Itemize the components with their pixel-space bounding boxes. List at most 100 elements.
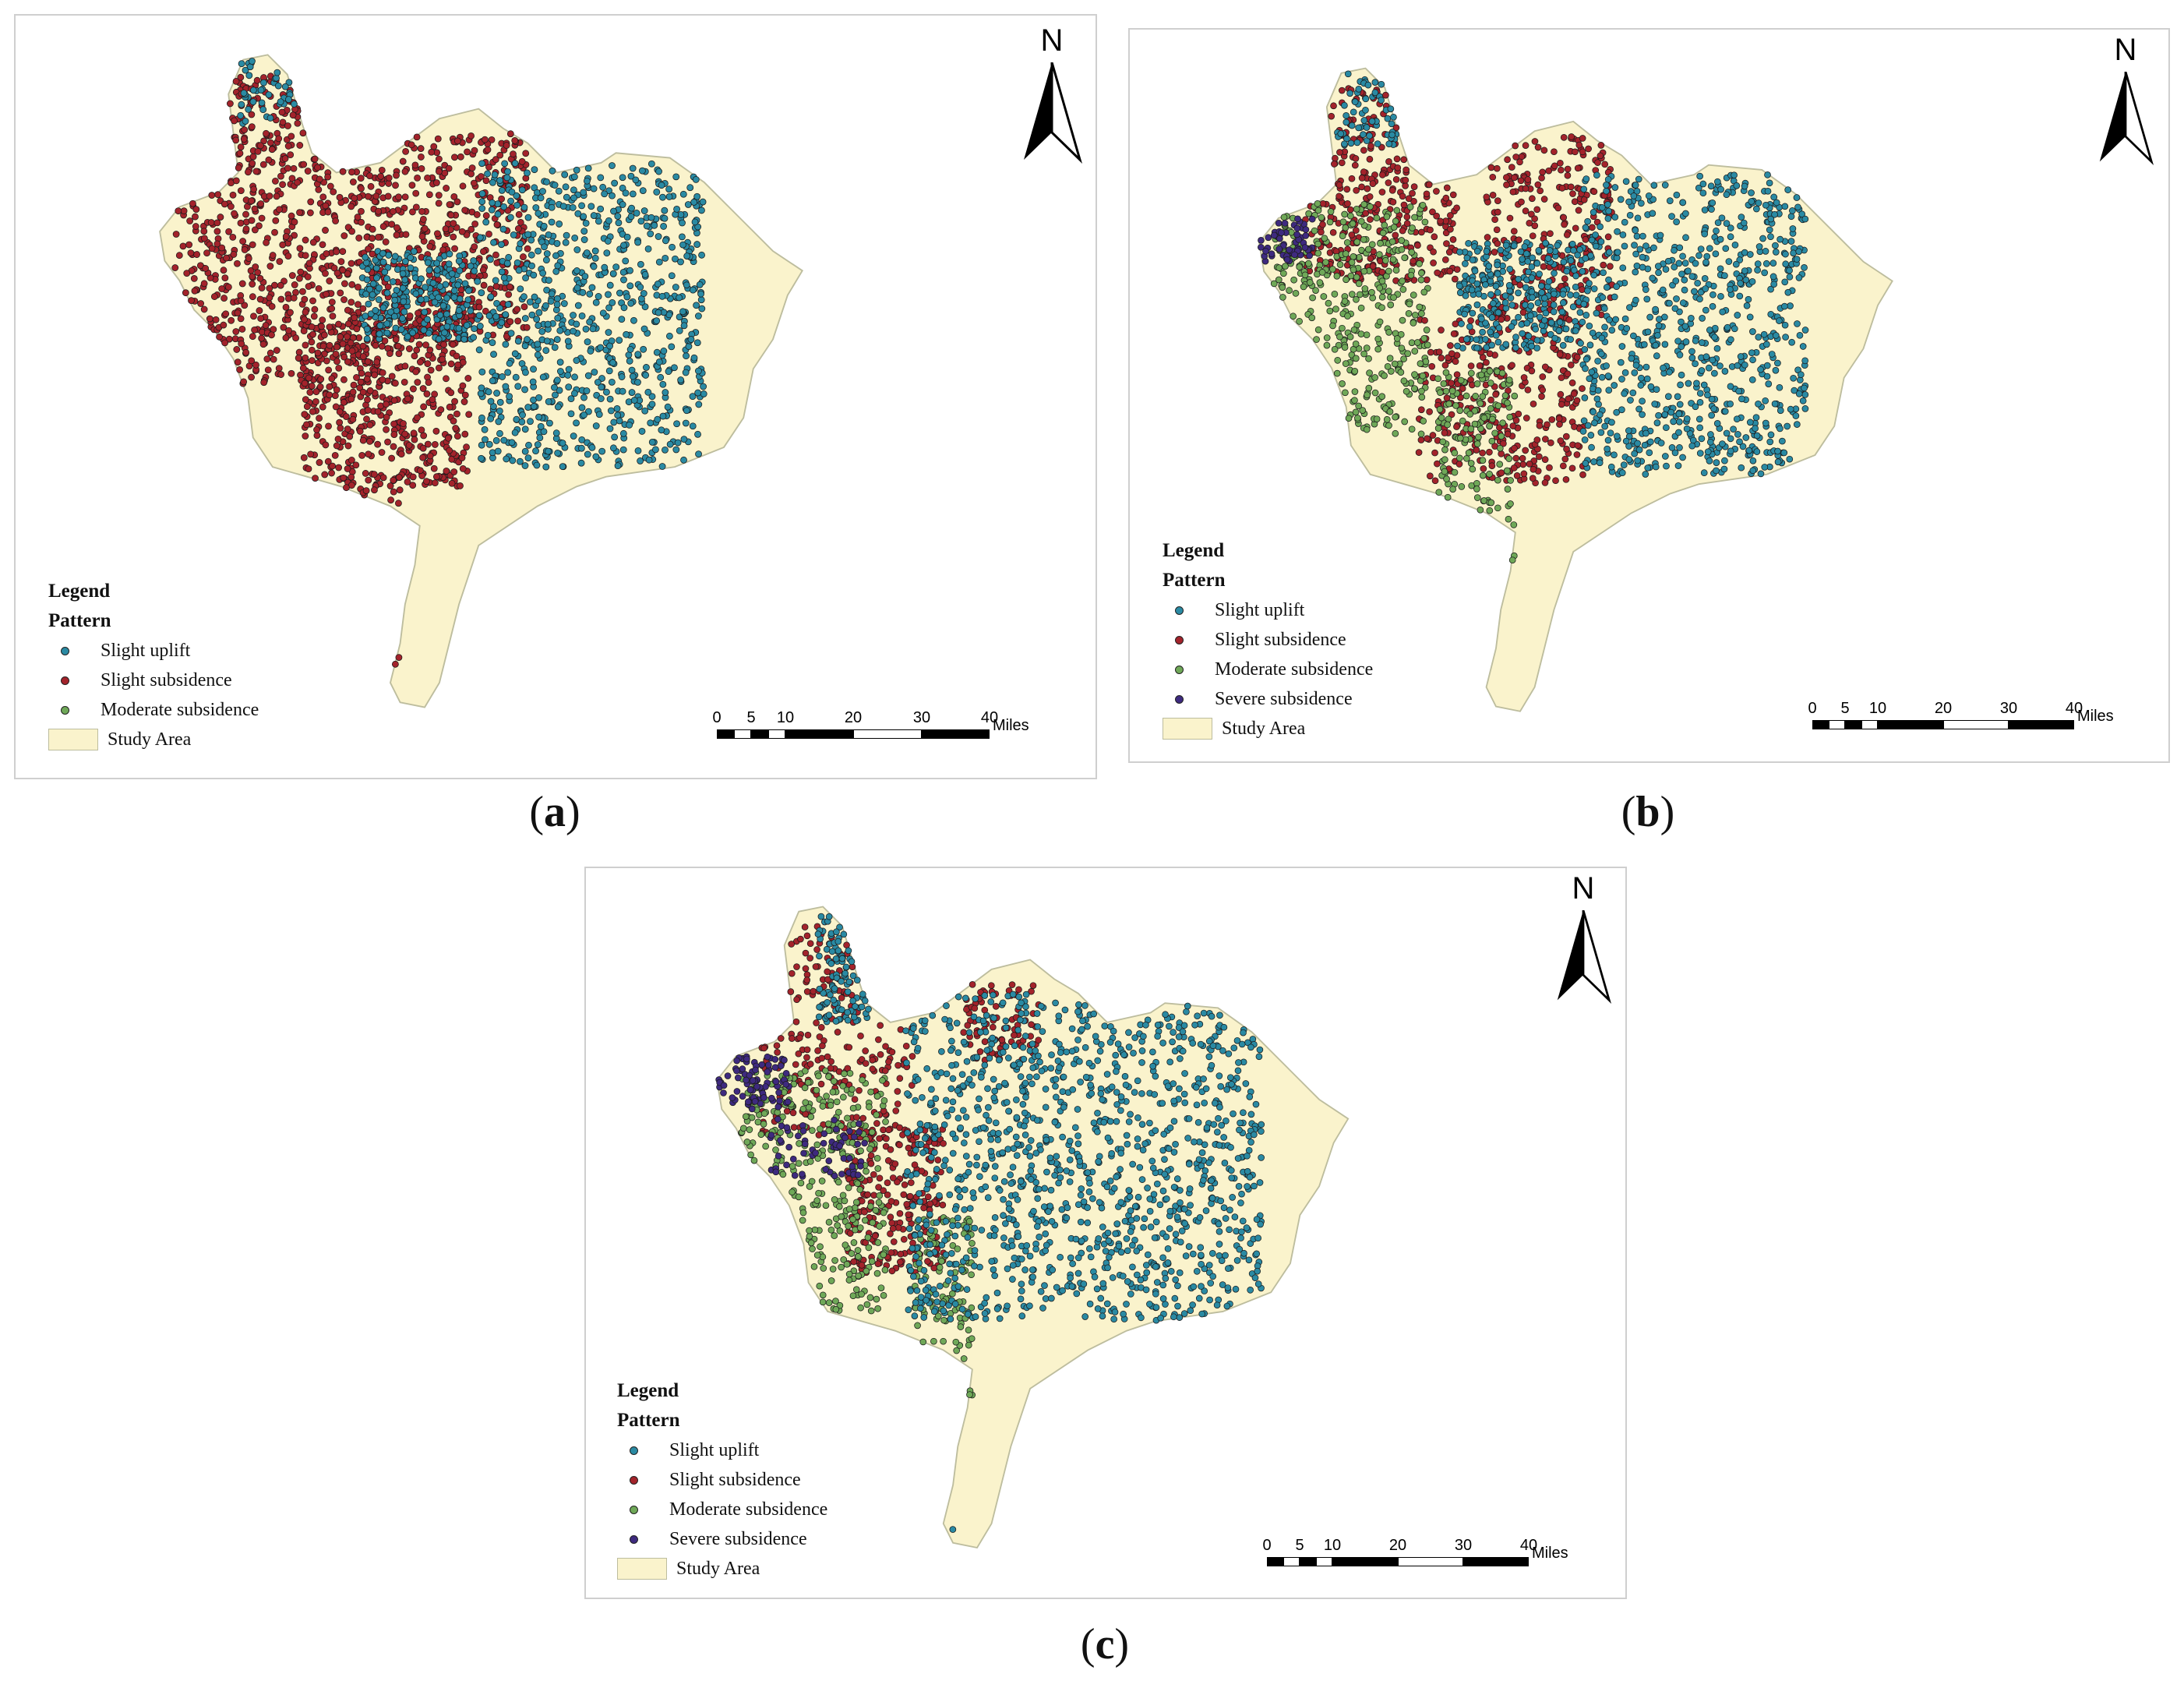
caption-open: (	[1621, 788, 1636, 836]
deformation-points	[715, 913, 1265, 1533]
legend-title: Legend	[617, 1380, 679, 1401]
scale-bar: 0 5 10 20 30 40 Miles	[1262, 1537, 1594, 1568]
legend-item-severe-subsidence: Severe subsidence	[617, 1524, 827, 1554]
caption-letter: c	[1095, 1620, 1115, 1668]
legend-item-label: Study Area	[1222, 719, 1306, 739]
north-arrow-icon	[1557, 910, 1612, 1004]
legend-item-label: Severe subsidence	[1215, 689, 1353, 709]
scale-tick: 20	[1934, 700, 1953, 717]
caption-close: )	[566, 788, 580, 836]
legend-item-label: Slight subsidence	[101, 670, 232, 690]
map-panel-a: N Legend Pattern Slight uplift Slight su…	[14, 14, 1097, 779]
scale-tick: 20	[844, 709, 863, 726]
scale-tick: 0	[712, 709, 722, 726]
legend-subtitle: Pattern	[617, 1410, 680, 1431]
legend-item-slight-subsidence: Slight subsidence	[48, 666, 259, 695]
legend-item-label: Slight uplift	[1215, 600, 1305, 620]
scale-segment	[734, 729, 751, 739]
scale-unit: Miles	[993, 717, 1029, 734]
legend-title: Legend	[48, 581, 111, 602]
deformation-points	[171, 58, 707, 668]
map-panel-c: N Legend Pattern Slight uplift Slight su…	[584, 867, 1627, 1599]
scale-segment	[1812, 720, 1829, 729]
map-content-a	[159, 54, 804, 708]
legend-item-moderate-subsidence: Moderate subsidence	[1163, 655, 1373, 684]
study-area-swatch	[617, 1558, 667, 1580]
scale-segment	[751, 729, 768, 739]
caption-close: )	[1660, 788, 1675, 836]
scale-segment	[1845, 720, 1861, 729]
slight-subsidence-symbol	[1175, 635, 1184, 644]
legend-item-slight-subsidence: Slight subsidence	[1163, 625, 1373, 655]
study-area-swatch	[1163, 718, 1212, 740]
legend-item-study-area: Study Area	[617, 1554, 827, 1584]
study-area-map	[715, 906, 1350, 1549]
scale-tick: 0	[1262, 1537, 1272, 1554]
north-arrow-icon	[2099, 72, 2154, 165]
legend-item-severe-subsidence: Severe subsidence	[1163, 684, 1373, 714]
scale-tick: 40	[2065, 700, 2083, 717]
legend-item-label: Slight subsidence	[669, 1470, 801, 1490]
scale-tick: 30	[912, 709, 931, 726]
scale-tick: 5	[746, 709, 756, 726]
slight-subsidence-symbol	[630, 1475, 638, 1485]
legend-item-label: Severe subsidence	[669, 1529, 807, 1549]
study-area-map	[1257, 67, 1893, 712]
scale-segment	[1300, 1557, 1316, 1566]
legend-title: Legend	[1163, 540, 1225, 561]
scale-segment	[768, 729, 785, 739]
scale-segment	[1878, 720, 1943, 729]
caption-c: (c)	[1027, 1619, 1183, 1669]
scale-tick: 10	[776, 709, 795, 726]
moderate-subsidence-symbol	[630, 1505, 638, 1514]
scale-segment	[1829, 720, 1845, 729]
scale-unit: Miles	[2077, 708, 2114, 725]
scale-segment	[1861, 720, 1878, 729]
legend-item-study-area: Study Area	[48, 725, 259, 754]
scale-segment	[2009, 720, 2074, 729]
scale-segment	[1463, 1557, 1529, 1566]
legend-item-slight-uplift: Slight uplift	[617, 1435, 827, 1465]
scale-segment	[717, 729, 734, 739]
scale-tick: 40	[980, 709, 999, 726]
slight-uplift-symbol	[1175, 606, 1184, 615]
caption-a: (a)	[477, 787, 633, 837]
study-area-swatch	[48, 729, 98, 750]
legend-subtitle: Pattern	[1163, 570, 1226, 591]
severe-subsidence-symbol	[1175, 694, 1184, 704]
legend: Legend Pattern Slight uplift Slight subs…	[48, 577, 259, 754]
legend-item-moderate-subsidence: Moderate subsidence	[48, 695, 259, 725]
north-label: N	[2114, 33, 2137, 67]
caption-open: (	[529, 788, 544, 836]
scale-tick: 0	[1808, 700, 1817, 717]
scale-segment	[785, 729, 853, 739]
north-label: N	[1572, 871, 1595, 906]
scale-tick: 10	[1868, 700, 1887, 717]
caption-close: )	[1114, 1620, 1130, 1668]
caption-open: (	[1080, 1620, 1096, 1668]
scale-segment	[922, 729, 990, 739]
scale-segment	[1398, 1557, 1463, 1566]
legend-item-label: Moderate subsidence	[101, 700, 259, 720]
scale-bar: 0 5 10 20 30 40 Miles	[712, 709, 1060, 740]
north-arrow: N	[1554, 873, 1613, 1013]
moderate-subsidence-symbol	[1175, 665, 1184, 674]
scale-tick: 30	[1454, 1537, 1473, 1554]
scale-tick: 5	[1840, 700, 1850, 717]
legend-item-slight-subsidence: Slight subsidence	[617, 1465, 827, 1495]
legend-item-label: Study Area	[108, 729, 192, 750]
scale-tick: 5	[1295, 1537, 1304, 1554]
slight-uplift-symbol	[61, 646, 69, 655]
legend-item-label: Slight subsidence	[1215, 630, 1346, 650]
scale-segment	[1943, 720, 2009, 729]
legend-item-slight-uplift: Slight uplift	[1163, 595, 1373, 625]
scale-segment	[1316, 1557, 1332, 1566]
north-arrow: N	[1021, 25, 1083, 165]
legend: Legend Pattern Slight uplift Slight subs…	[617, 1376, 827, 1584]
map-content-c	[715, 906, 1350, 1549]
caption-letter: a	[544, 788, 566, 836]
moderate-subsidence-symbol	[61, 705, 69, 715]
legend-item-label: Moderate subsidence	[1215, 659, 1374, 680]
legend-item-label: Slight uplift	[101, 641, 191, 661]
caption-b: (b)	[1570, 787, 1726, 837]
